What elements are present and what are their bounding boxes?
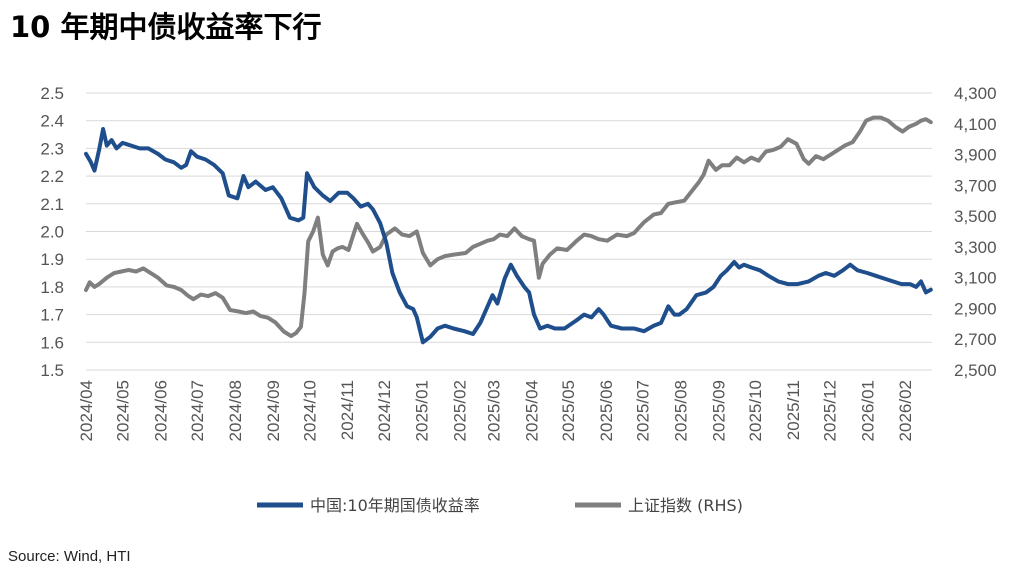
gridlines: [86, 92, 932, 371]
legend-label-cn10y: 中国:10年期国债收益率: [310, 496, 480, 515]
x-tick-label: 2025/04: [523, 380, 542, 441]
left-tick-label: 1.9: [40, 250, 64, 269]
x-tick-label: 2024/10: [300, 380, 319, 441]
left-tick-label: 2.4: [40, 112, 64, 131]
x-tick-label: 2024/11: [338, 380, 357, 440]
left-tick-label: 1.7: [40, 306, 64, 325]
x-tick-label: 2025/01: [413, 380, 432, 441]
x-tick-label: 2025/03: [485, 380, 504, 441]
series-line-sse: [84, 115, 933, 339]
x-tick-label: 2025/02: [451, 380, 470, 441]
right-tick-label: 2,700: [954, 330, 997, 349]
right-tick-label: 4,300: [954, 84, 997, 103]
left-tick-label: 2.3: [40, 139, 64, 158]
left-axis-ticks: 2.5 2.4 2.3 2.2 2.1 2.0 1.9 1.8 1.7 1.6 1.5: [40, 84, 64, 380]
left-tick-label: 2.2: [40, 167, 64, 186]
right-tick-label: 2,900: [954, 299, 997, 318]
x-tick-label: 2024/12: [375, 380, 394, 441]
source-note: Source: Wind, HTI: [8, 548, 131, 565]
x-tick-label: 2025/06: [597, 380, 616, 441]
right-tick-label: 3,500: [954, 207, 997, 226]
x-tick-label: 2025/12: [820, 380, 839, 441]
right-tick-label: 3,700: [954, 176, 997, 195]
legend-label-sse: 上证指数 (RHS): [628, 496, 743, 515]
x-tick-label: 2026/01: [858, 380, 877, 441]
x-tick-label: 2024/04: [77, 380, 96, 441]
right-tick-label: 3,100: [954, 269, 997, 288]
series-lines: [84, 115, 933, 345]
left-tick-label: 2.5: [40, 84, 64, 103]
left-tick-label: 1.5: [40, 361, 64, 380]
right-tick-label: 2,500: [954, 361, 997, 380]
left-tick-label: 2.1: [40, 195, 64, 214]
series-line-cn10y: [84, 127, 933, 345]
left-tick-label: 1.6: [40, 333, 64, 352]
chart-title: 10 年期中债收益率下行: [10, 10, 322, 44]
right-tick-label: 3,300: [954, 238, 997, 257]
x-tick-label: 2024/07: [188, 380, 207, 441]
x-tick-label: 2025/05: [559, 380, 578, 441]
x-tick-label: 2024/08: [226, 380, 245, 441]
left-tick-label: 1.8: [40, 278, 64, 297]
x-tick-label: 2026/02: [896, 380, 915, 441]
x-tick-label: 2025/11: [784, 380, 803, 440]
x-tick-label: 2024/06: [151, 380, 170, 441]
x-tick-label: 2025/09: [709, 380, 728, 441]
legend: 中国:10年期国债收益率 上证指数 (RHS): [257, 496, 743, 515]
x-tick-label: 2025/10: [746, 380, 765, 441]
x-tick-label: 2024/09: [264, 380, 283, 441]
x-tick-label: 2025/07: [634, 380, 653, 441]
right-axis-ticks: 4,300 4,100 3,900 3,700 3,500 3,300 3,100 2,900…: [954, 84, 997, 380]
x-tick-label: 2024/05: [114, 380, 133, 441]
x-tick-label: 2025/08: [672, 380, 691, 441]
x-axis-ticks: 2024/04 2024/05 2024/06 2024/07 2024/08 2024/…: [77, 380, 915, 441]
left-tick-label: 2.0: [40, 223, 64, 242]
right-tick-label: 4,100: [954, 115, 997, 134]
right-tick-label: 3,900: [954, 146, 997, 165]
